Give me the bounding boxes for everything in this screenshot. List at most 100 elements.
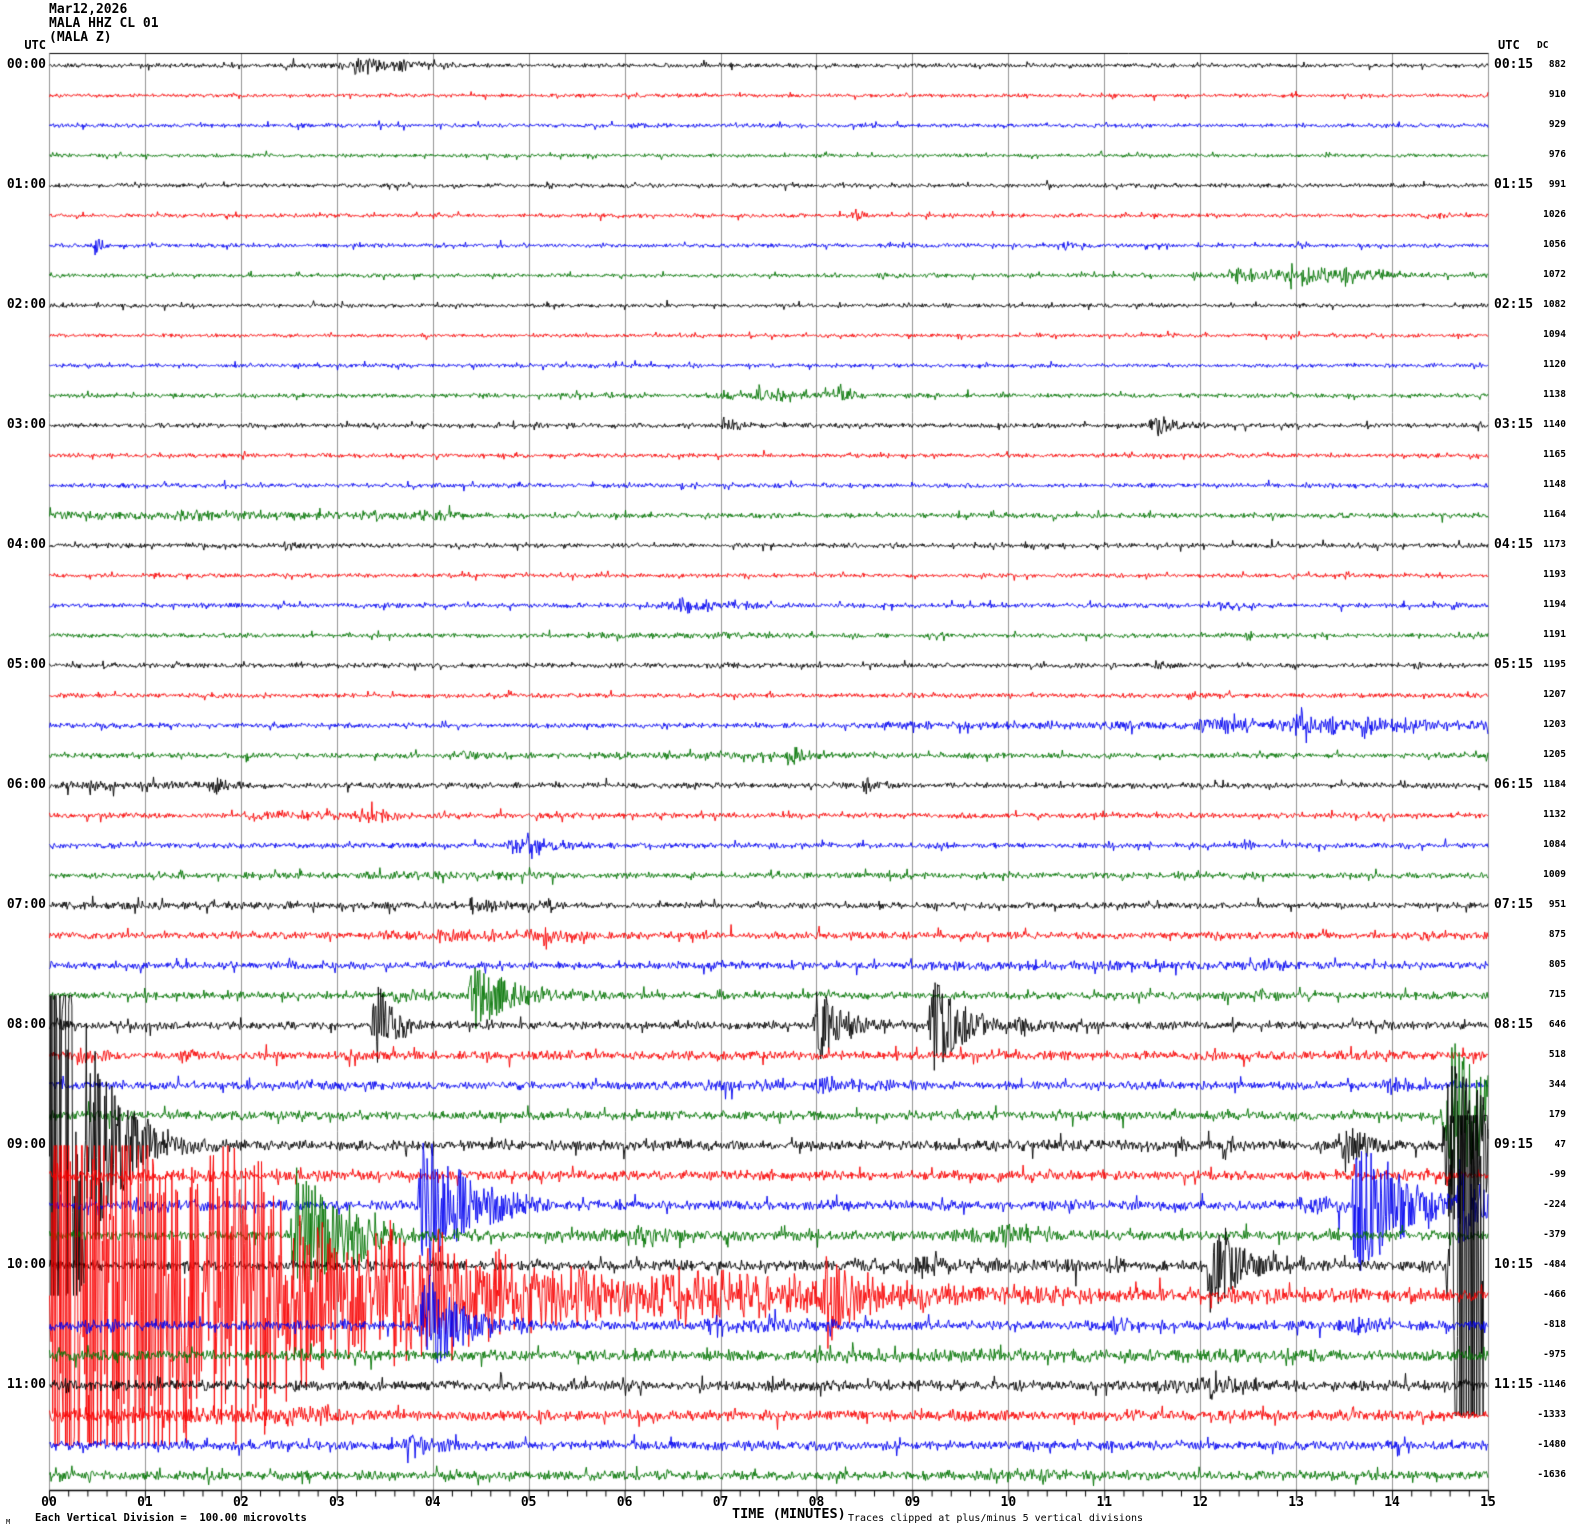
- dc-value: 646: [1548, 1019, 1566, 1030]
- dc-value: -975: [1543, 1349, 1566, 1360]
- utc-label-right: 02:15: [1494, 297, 1534, 312]
- utc-label-right: 10:15: [1494, 1257, 1534, 1272]
- title-component: (MALA Z): [49, 30, 112, 45]
- utc-label-left: 11:00: [6, 1377, 46, 1392]
- dc-value: -379: [1543, 1229, 1566, 1240]
- dc-value: -1636: [1537, 1469, 1566, 1480]
- utc-label-left: 01:00: [6, 177, 46, 192]
- x-tick-label: 14: [1384, 1495, 1400, 1510]
- x-tick-label: 01: [137, 1495, 153, 1510]
- utc-label-right: 04:15: [1494, 537, 1534, 552]
- utc-label-left: 02:00: [6, 297, 46, 312]
- dc-value: -99: [1548, 1169, 1566, 1180]
- utc-label-left: 08:00: [6, 1017, 46, 1032]
- x-tick-label: 06: [616, 1495, 633, 1510]
- dc-value: 1195: [1543, 659, 1566, 670]
- dc-value: -1333: [1537, 1409, 1566, 1420]
- dc-value: 47: [1554, 1139, 1566, 1150]
- dc-value: 1009: [1543, 869, 1566, 880]
- x-tick-label: 12: [1192, 1495, 1209, 1510]
- dc-value: -484: [1543, 1259, 1566, 1270]
- dc-value: 1148: [1543, 479, 1566, 490]
- dc-value: 910: [1548, 89, 1566, 100]
- dc-value: 179: [1548, 1109, 1566, 1120]
- dc-value: 1193: [1543, 569, 1566, 580]
- dc-value: 1026: [1543, 209, 1566, 220]
- x-tick-label: 02: [233, 1495, 249, 1510]
- dc-value: 1173: [1543, 539, 1566, 550]
- utc-header-left: UTC: [24, 38, 46, 52]
- dc-value: -1146: [1537, 1379, 1566, 1390]
- dc-value: 1205: [1543, 749, 1566, 760]
- x-tick-label: 09: [904, 1495, 921, 1510]
- x-tick-label: 13: [1288, 1495, 1304, 1510]
- x-tick-label: 10: [1000, 1495, 1017, 1510]
- dc-value: 715: [1548, 989, 1566, 1000]
- x-tick-label: 08: [808, 1495, 825, 1510]
- utc-label-left: 00:00: [6, 57, 46, 72]
- utc-header-right: UTC: [1498, 38, 1520, 52]
- scale-note: Each Vertical Division = 100.00 microvol…: [35, 1512, 307, 1524]
- dc-value: 1207: [1543, 689, 1566, 700]
- utc-label-right: 03:15: [1494, 417, 1534, 432]
- dc-value: 1056: [1543, 239, 1566, 250]
- utc-label-right: 06:15: [1494, 777, 1534, 792]
- title-date: Mar12,2026: [49, 2, 128, 17]
- x-tick-label: 07: [712, 1495, 729, 1510]
- x-tick-label: 03: [328, 1495, 345, 1510]
- dc-value: 1140: [1543, 419, 1566, 430]
- utc-label-left: 09:00: [6, 1137, 46, 1152]
- clip-note: Traces clipped at plus/minus 5 vertical …: [848, 1513, 1144, 1524]
- x-tick-label: 00: [41, 1495, 57, 1510]
- utc-label-left: 06:00: [6, 777, 46, 792]
- utc-label-right: 08:15: [1494, 1017, 1534, 1032]
- dc-value: 882: [1548, 59, 1566, 70]
- dc-value: 1184: [1543, 779, 1566, 790]
- utc-label-left: 07:00: [6, 897, 46, 912]
- dc-value: 951: [1548, 899, 1566, 910]
- dc-value: 1138: [1543, 389, 1566, 400]
- dc-value: 1164: [1543, 509, 1566, 520]
- utc-label-left: 05:00: [6, 657, 46, 672]
- time-axis-label: TIME (MINUTES): [732, 1506, 846, 1522]
- dc-value: 1191: [1543, 629, 1566, 640]
- dc-value: 929: [1548, 119, 1566, 130]
- dc-value: 875: [1548, 929, 1566, 940]
- utc-label-right: 05:15: [1494, 657, 1534, 672]
- utc-label-right: 07:15: [1494, 897, 1534, 912]
- dc-value: 805: [1548, 959, 1566, 970]
- dc-value: 1165: [1543, 449, 1566, 460]
- dc-value: 344: [1548, 1079, 1566, 1090]
- dc-value: 1094: [1543, 329, 1566, 340]
- utc-label-right: 11:15: [1494, 1377, 1534, 1392]
- dc-value: 976: [1548, 149, 1566, 160]
- x-tick-label: 04: [424, 1495, 441, 1510]
- utc-label-right: 01:15: [1494, 177, 1534, 192]
- x-tick-label: 11: [1096, 1495, 1113, 1510]
- dc-value: -466: [1543, 1289, 1566, 1300]
- utc-label-left: 10:00: [6, 1257, 46, 1272]
- utc-label-left: 03:00: [6, 417, 46, 432]
- dc-value: 1072: [1543, 269, 1566, 280]
- dc-value: 1132: [1543, 809, 1566, 820]
- dc-value: -818: [1543, 1319, 1566, 1330]
- dc-value: 1084: [1543, 839, 1566, 850]
- corner-mark: M: [6, 1518, 11, 1526]
- utc-label-right: 09:15: [1494, 1137, 1534, 1152]
- utc-label-right: 00:15: [1494, 57, 1534, 72]
- x-tick-label: 05: [520, 1495, 537, 1510]
- title-station: MALA HHZ CL 01: [49, 16, 159, 31]
- dc-value: 1120: [1543, 359, 1566, 370]
- dc-value: 1082: [1543, 299, 1566, 310]
- dc-value: -1480: [1537, 1439, 1566, 1450]
- dc-value: 1203: [1543, 719, 1566, 730]
- dc-value: 518: [1548, 1049, 1566, 1060]
- dc-header: DC: [1537, 40, 1549, 51]
- dc-value: 1194: [1543, 599, 1566, 610]
- dc-value: 991: [1548, 179, 1566, 190]
- dc-value: -224: [1543, 1199, 1566, 1210]
- x-tick-label: 15: [1480, 1495, 1496, 1510]
- utc-label-left: 04:00: [6, 537, 46, 552]
